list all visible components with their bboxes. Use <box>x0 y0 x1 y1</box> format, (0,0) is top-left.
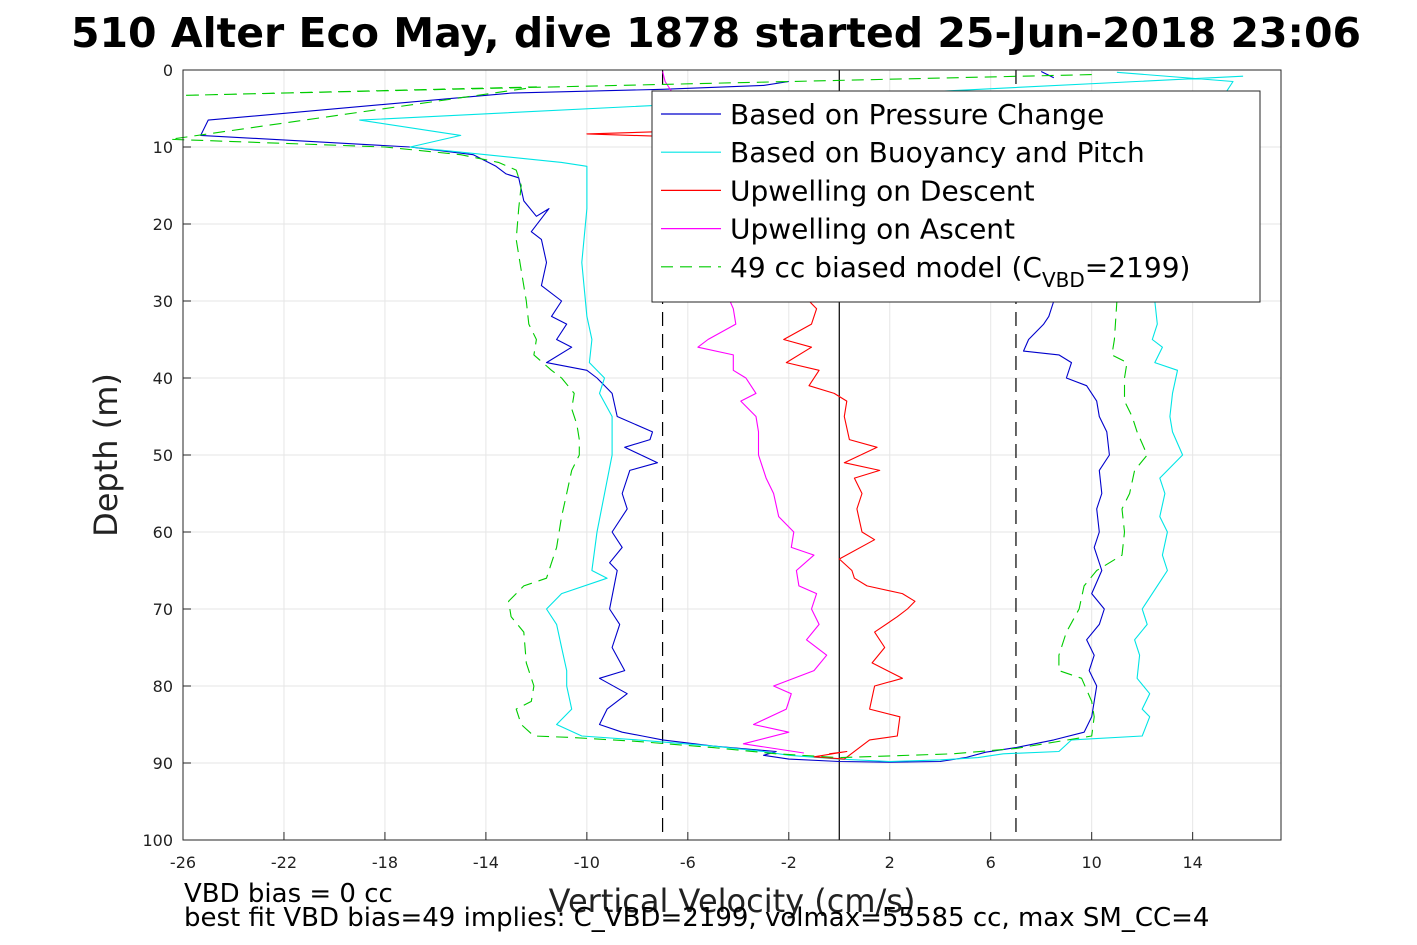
y-axis-ticks: 0 10 20 30 40 50 60 70 80 90 100 <box>142 61 191 850</box>
legend: Based on Pressure Change Based on Buoyanc… <box>651 90 1261 303</box>
y-tick-label: 50 <box>153 446 173 465</box>
series-line-4 <box>169 74 1153 759</box>
y-tick-label: 10 <box>153 138 173 157</box>
x-tick-label: -6 <box>680 853 696 872</box>
y-tick-label: 20 <box>153 215 173 234</box>
x-tick-label: -26 <box>170 853 196 872</box>
y-tick-label: 70 <box>153 600 173 619</box>
series-line-1 <box>359 71 1249 763</box>
x-tick-label: 6 <box>986 853 996 872</box>
legend-label-1: Based on Buoyancy and Pitch <box>730 136 1145 169</box>
y-tick-label: 60 <box>153 523 173 542</box>
legend-label-2: Upwelling on Descent <box>730 174 1035 207</box>
y-tick-label: 0 <box>163 61 173 80</box>
y-tick-label: 40 <box>153 369 173 388</box>
y-tick-label: 90 <box>153 754 173 773</box>
y-tick-label: 80 <box>153 677 173 696</box>
legend-label-tail: =2199) <box>1085 251 1191 284</box>
x-tick-label: -22 <box>271 853 297 872</box>
legend-box <box>651 90 1261 303</box>
footer-note-2: best fit VBD bias=49 implies: C_VBD=2199… <box>184 903 1209 933</box>
legend-label-0: Based on Pressure Change <box>730 98 1104 131</box>
x-tick-label: -14 <box>473 853 499 872</box>
legend-label-sub: VBD <box>1042 268 1085 292</box>
y-axis-label: Depth (m) <box>87 373 125 537</box>
chart-title: 510 Alter Eco May, dive 1878 started 25-… <box>71 9 1361 57</box>
y-tick-label: 30 <box>153 292 173 311</box>
x-tick-label: 10 <box>1082 853 1102 872</box>
x-tick-label: -10 <box>574 853 600 872</box>
x-tick-label: -18 <box>372 853 398 872</box>
y-tick-label: 100 <box>142 831 173 850</box>
x-tick-label: 14 <box>1182 853 1202 872</box>
x-axis-ticks: -26 -22 -18 -14 -10 -6 -2 2 6 10 14 <box>170 832 1203 872</box>
legend-label-3: Upwelling on Ascent <box>730 213 1015 246</box>
x-tick-label: 2 <box>885 853 895 872</box>
x-axis-label: Vertical Velocity (cm/s) <box>549 882 916 920</box>
legend-label-main: 49 cc biased model (C <box>730 251 1042 284</box>
x-tick-label: -2 <box>781 853 797 872</box>
series-line-0 <box>1040 71 1055 79</box>
series-line-0 <box>200 80 1110 763</box>
legend-label-4: 49 cc biased model (CVBD=2199) <box>730 251 1190 292</box>
footer-note-1: VBD bias = 0 cc <box>184 879 393 909</box>
